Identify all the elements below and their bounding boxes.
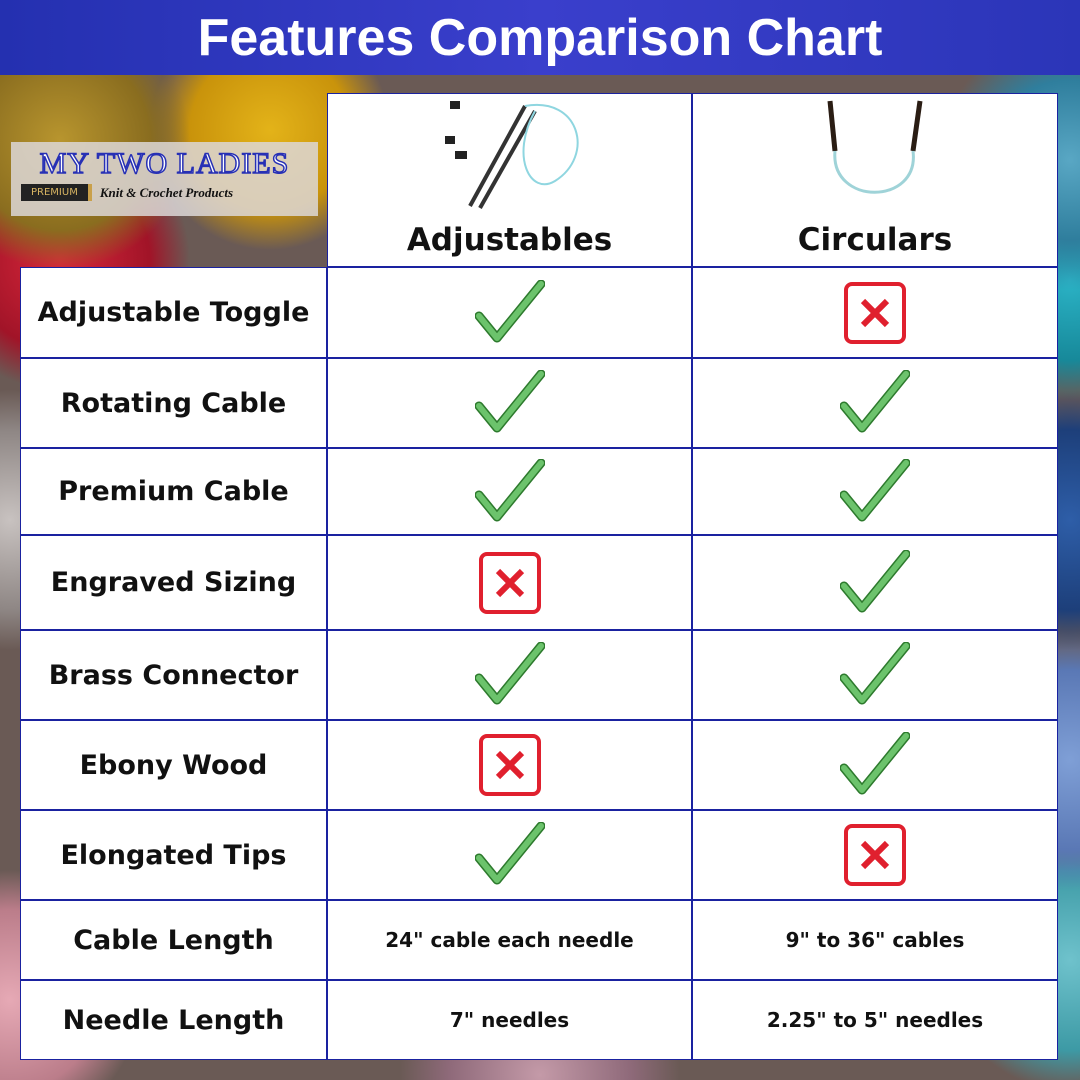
column-header-adjustables: Adjustables	[327, 93, 692, 267]
comparison-table: Adjustables Circulars Adjustable Toggle R…	[20, 93, 1058, 1060]
feature-label: Ebony Wood	[20, 720, 327, 810]
feature-name: Rotating Cable	[60, 387, 287, 419]
corner-empty	[20, 93, 327, 267]
feature-value	[327, 535, 692, 630]
check-icon	[474, 642, 545, 705]
feature-value	[327, 630, 692, 720]
feature-value: 9" to 36" cables	[692, 900, 1058, 980]
check-icon	[840, 549, 910, 612]
feature-name: Brass Connector	[48, 659, 299, 691]
check-icon	[840, 642, 910, 705]
logo-brand: MY TWO LADIES	[39, 147, 290, 181]
feature-value	[692, 448, 1058, 535]
cross-icon	[478, 734, 541, 796]
value-text: 7" needles	[449, 1008, 570, 1032]
check-icon	[474, 370, 545, 433]
feature-name: Premium Cable	[58, 476, 289, 507]
feature-label: Brass Connector	[20, 630, 327, 720]
column-header-circulars: Circulars	[692, 93, 1058, 267]
feature-value	[692, 267, 1058, 358]
feature-name: Elongated Tips	[60, 839, 287, 871]
feature-label: Adjustable Toggle	[20, 267, 327, 358]
feature-value	[692, 720, 1058, 810]
check-icon	[840, 370, 910, 433]
column-name: Adjustables	[406, 222, 613, 258]
value-text: 9" to 36" cables	[785, 928, 965, 952]
feature-value: 2.25" to 5" needles	[692, 980, 1058, 1060]
feature-value	[327, 267, 692, 358]
page-title: Features Comparison Chart	[197, 8, 883, 67]
check-icon	[474, 822, 545, 885]
cross-icon	[478, 551, 541, 614]
feature-value: 7" needles	[327, 980, 692, 1060]
brand-logo: MY TWO LADIES PREMIUM Knit & Crochet Prod…	[11, 142, 318, 216]
feature-name: Engraved Sizing	[50, 567, 297, 598]
value-text: 2.25" to 5" needles	[766, 1008, 984, 1032]
feature-label: Premium Cable	[20, 448, 327, 535]
cross-icon	[844, 281, 906, 344]
check-icon	[840, 732, 910, 795]
feature-name: Needle Length	[62, 1004, 285, 1036]
value-text: 24" cable each needle	[385, 928, 634, 952]
check-icon	[474, 279, 545, 342]
feature-label: Elongated Tips	[20, 810, 327, 900]
feature-label: Needle Length	[20, 980, 327, 1060]
feature-value: 24" cable each needle	[327, 900, 692, 980]
column-name: Circulars	[797, 222, 953, 258]
feature-value	[327, 448, 692, 535]
check-icon	[474, 458, 545, 521]
feature-value	[327, 720, 692, 810]
cross-icon	[844, 824, 906, 886]
adjustable-needles-image	[444, 101, 579, 209]
feature-value	[692, 358, 1058, 448]
title-bar: Features Comparison Chart	[0, 0, 1080, 75]
feature-value	[327, 810, 692, 900]
feature-name: Cable Length	[73, 924, 274, 956]
check-icon	[840, 458, 910, 521]
feature-value	[692, 630, 1058, 720]
feature-label: Rotating Cable	[20, 358, 327, 448]
feature-name: Adjustable Toggle	[37, 297, 310, 328]
feature-label: Cable Length	[20, 900, 327, 980]
feature-value	[692, 535, 1058, 630]
circular-needles-image	[827, 100, 923, 194]
feature-name: Ebony Wood	[79, 749, 268, 781]
feature-value	[692, 810, 1058, 900]
feature-value	[327, 358, 692, 448]
logo-tagline: Knit & Crochet Products	[99, 184, 234, 200]
feature-label: Engraved Sizing	[20, 535, 327, 630]
logo-badge: PREMIUM	[21, 184, 92, 201]
